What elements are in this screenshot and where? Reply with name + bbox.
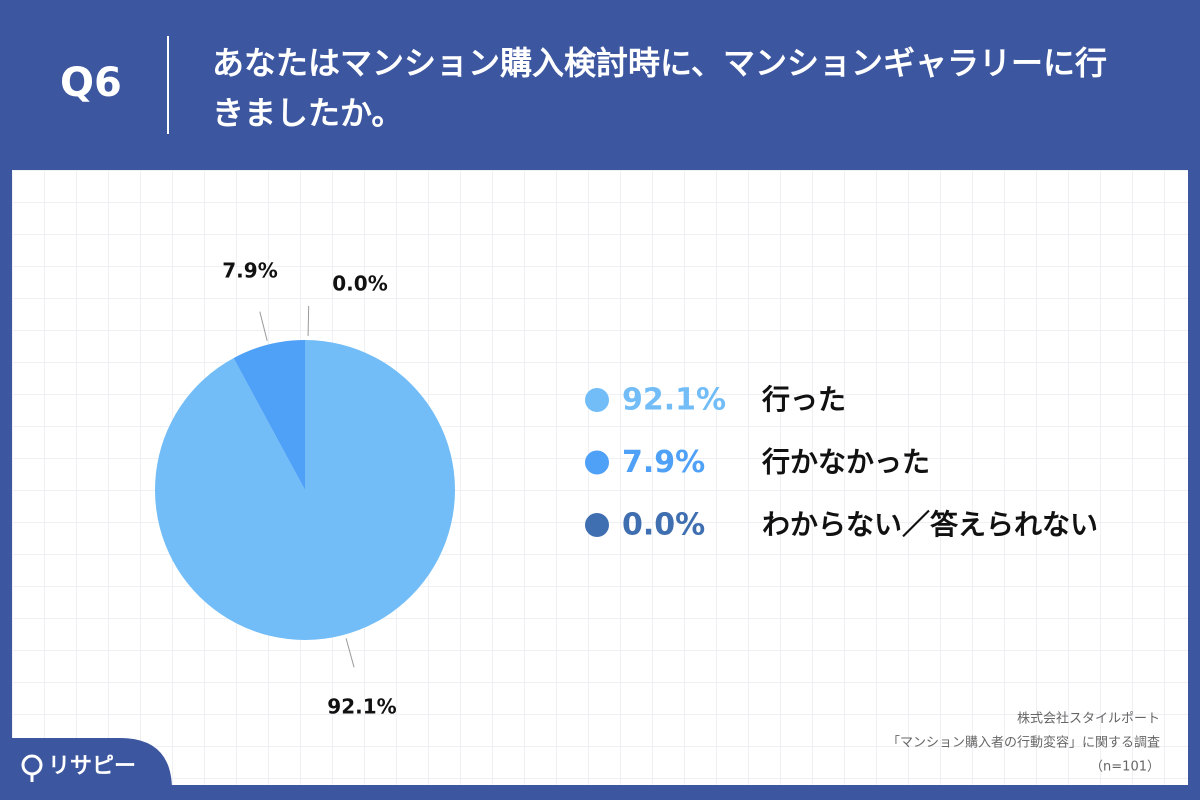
- source: （n=101）: [1090, 760, 1160, 775]
- legend-marker: [585, 450, 609, 475]
- legend-value: 7.9%: [622, 445, 705, 480]
- question-number: Q6: [60, 60, 122, 106]
- data-label: 92.1%: [327, 695, 396, 719]
- leader-line: [259, 311, 268, 341]
- leader-line: [307, 306, 310, 337]
- pie-slice: [233, 340, 305, 490]
- legend-label: 行った: [761, 383, 846, 416]
- legend-value: 92.1%: [622, 383, 726, 418]
- legend-value: 0.0%: [622, 508, 705, 543]
- source: 「マンション購入者の行動変容」に関する調査: [887, 735, 1160, 751]
- data-label: 7.9%: [222, 259, 277, 283]
- legend-label: わからない／答えられない: [762, 508, 1098, 541]
- legend-marker: [585, 388, 609, 412]
- data-label: 0.0%: [332, 272, 387, 296]
- logo-bg: [0, 738, 172, 800]
- chart-title: あなたはマンション購入検討時に、マンションギャラリーに行きましたか。: [212, 44, 1108, 132]
- divider: [167, 36, 169, 134]
- legend-label: 行かなかった: [761, 446, 930, 479]
- source: 株式会社スタイルポート: [1017, 711, 1160, 727]
- panel: [12, 170, 1188, 785]
- legend-marker: [585, 513, 609, 537]
- leader-line: [345, 638, 355, 668]
- logo-text: リサピー: [48, 754, 136, 779]
